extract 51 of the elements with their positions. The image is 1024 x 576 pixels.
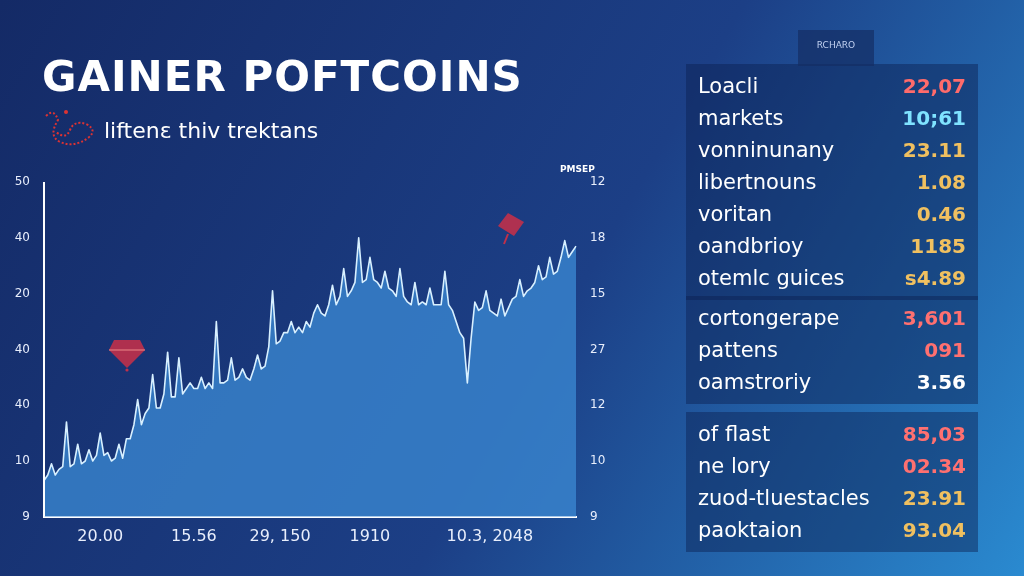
text: 3.56	[916, 369, 966, 396]
text: 22,07	[902, 73, 966, 100]
text: vonninunany	[698, 137, 835, 164]
x-tick-label: 29, 150	[249, 525, 311, 545]
text: 0.46	[916, 201, 966, 228]
text: otemlc guices	[698, 265, 845, 292]
text: 40	[14, 341, 30, 356]
text: 20	[14, 285, 30, 300]
text: 9	[590, 508, 598, 523]
text: libertnouns	[698, 169, 817, 196]
x-tick-label: 1910	[349, 525, 391, 545]
text: ne lory	[698, 453, 771, 480]
text: s4.89	[904, 265, 966, 292]
text: 18	[590, 229, 606, 244]
chart-subtitle: liftenε thiv trektans	[104, 118, 319, 143]
text: 12	[590, 397, 606, 412]
text: RCHARO	[798, 30, 874, 66]
text: 40	[14, 229, 30, 244]
text: 3,601	[902, 305, 966, 332]
text: of flast	[698, 421, 771, 448]
text: Loacli	[698, 73, 759, 100]
text: 1.08	[916, 169, 966, 196]
text: cortongerape	[698, 305, 840, 332]
text: oandbrioy	[698, 233, 804, 260]
text: markets	[698, 105, 784, 132]
text: 15	[590, 285, 606, 300]
text: 10	[590, 453, 606, 468]
x-tick-label: 10.3, 2048	[446, 525, 534, 545]
chart-title: GAINER POFTCOINS	[42, 52, 523, 101]
text: voritan	[698, 201, 773, 228]
text: 50	[14, 174, 30, 189]
text: oamstroriy	[698, 369, 812, 396]
text: 23.91	[902, 485, 966, 512]
text: 93.04	[902, 517, 966, 544]
text: pattens	[698, 337, 778, 364]
text: 12	[590, 174, 606, 189]
y2-axis-title: PMSEP	[560, 164, 595, 174]
text: 02.34	[902, 453, 966, 480]
text: 091	[924, 337, 966, 364]
text: paoktaion	[698, 517, 803, 544]
text: 27	[590, 341, 606, 356]
text: 10;61	[902, 105, 966, 132]
text: 1185	[910, 233, 966, 260]
text: 10	[14, 453, 30, 468]
x-tick-label: 15.56	[170, 525, 217, 545]
text: 9	[22, 508, 30, 523]
text: 85,03	[902, 421, 966, 448]
x-tick-label: 20.00	[77, 525, 124, 545]
text: 23.11	[902, 137, 966, 164]
text: 40	[14, 397, 30, 412]
text: zuod-tluestacles	[698, 485, 870, 512]
